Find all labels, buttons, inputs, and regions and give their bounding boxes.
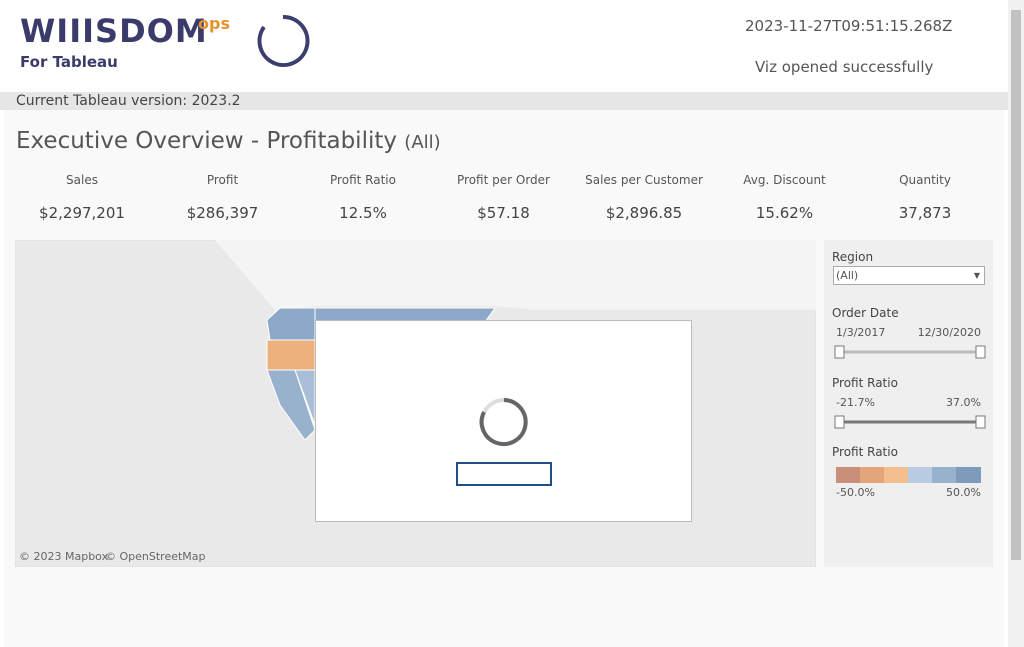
version-bar: Current Tableau version: 2023.2 [0,92,1008,110]
range-min: 1/3/2017 [836,326,886,339]
title-filter: (All) [404,132,441,153]
filter-label: Region [832,250,874,264]
range-max: 37.0% [946,396,981,409]
kpi-label: Sales [66,173,98,187]
kpi-label: Profit per Order [457,173,550,187]
status: Viz opened successfully [755,58,934,76]
dialog-spinner [479,398,528,446]
title-text: Executive Overview - Profitability [16,128,397,154]
kpi-value: 12.5% [339,204,387,222]
processing-dialog [315,320,692,522]
filter-label: Order Date [832,306,899,320]
filter-panel: Region (All) ▼ Order Date 1/3/2017 12/30/… [824,240,993,567]
header: WIIISDOM ops For Tableau 2023-11-27T09:5… [0,0,1008,92]
scrollbar[interactable] [1008,0,1024,647]
kpi-value: $57.18 [477,204,530,222]
spinner [257,14,310,67]
kpi-value: $286,397 [186,204,259,222]
stop-button[interactable] [456,462,552,486]
kpi-label: Profit [206,173,239,187]
color-legend [836,467,981,483]
logo: WIIISDOM [20,12,208,50]
map-attribution: © OpenStreetMap [105,550,206,563]
kpi-value: 37,873 [898,204,952,222]
kpi-label: Sales per Customer [585,173,703,187]
kpi-label: Avg. Discount [743,173,826,187]
version: Current Tableau version: 2023.2 [16,93,241,109]
kpi-value: 15.62% [755,204,814,222]
ratio-slider[interactable] [834,414,986,430]
range-max: 12/30/2020 [917,326,981,339]
dashboard-title: Executive Overview - Profitability (All) [16,128,441,154]
date-slider[interactable] [834,344,986,360]
kpi-value: $2,896.85 [605,204,683,222]
kpi-value: $2,297,201 [39,204,125,222]
legend-max: 50.0% [946,486,981,499]
logo-suffix: ops [198,14,230,33]
filter-label: Profit Ratio [832,376,898,390]
legend-label: Profit Ratio [832,445,898,459]
kpi-label: Quantity [899,173,951,187]
legend-min: -50.0% [836,486,875,499]
map-attribution: © 2023 Mapbox [19,550,109,563]
range-min: -21.7% [836,396,875,409]
region-dropdown[interactable]: (All) ▼ [833,266,985,285]
kpi-label: Profit Ratio [330,173,396,187]
dropdown-value: (All) [836,269,859,282]
timestamp: 2023-11-27T09:51:15.268Z [745,17,953,35]
logo-subtitle: For Tableau [20,53,118,71]
